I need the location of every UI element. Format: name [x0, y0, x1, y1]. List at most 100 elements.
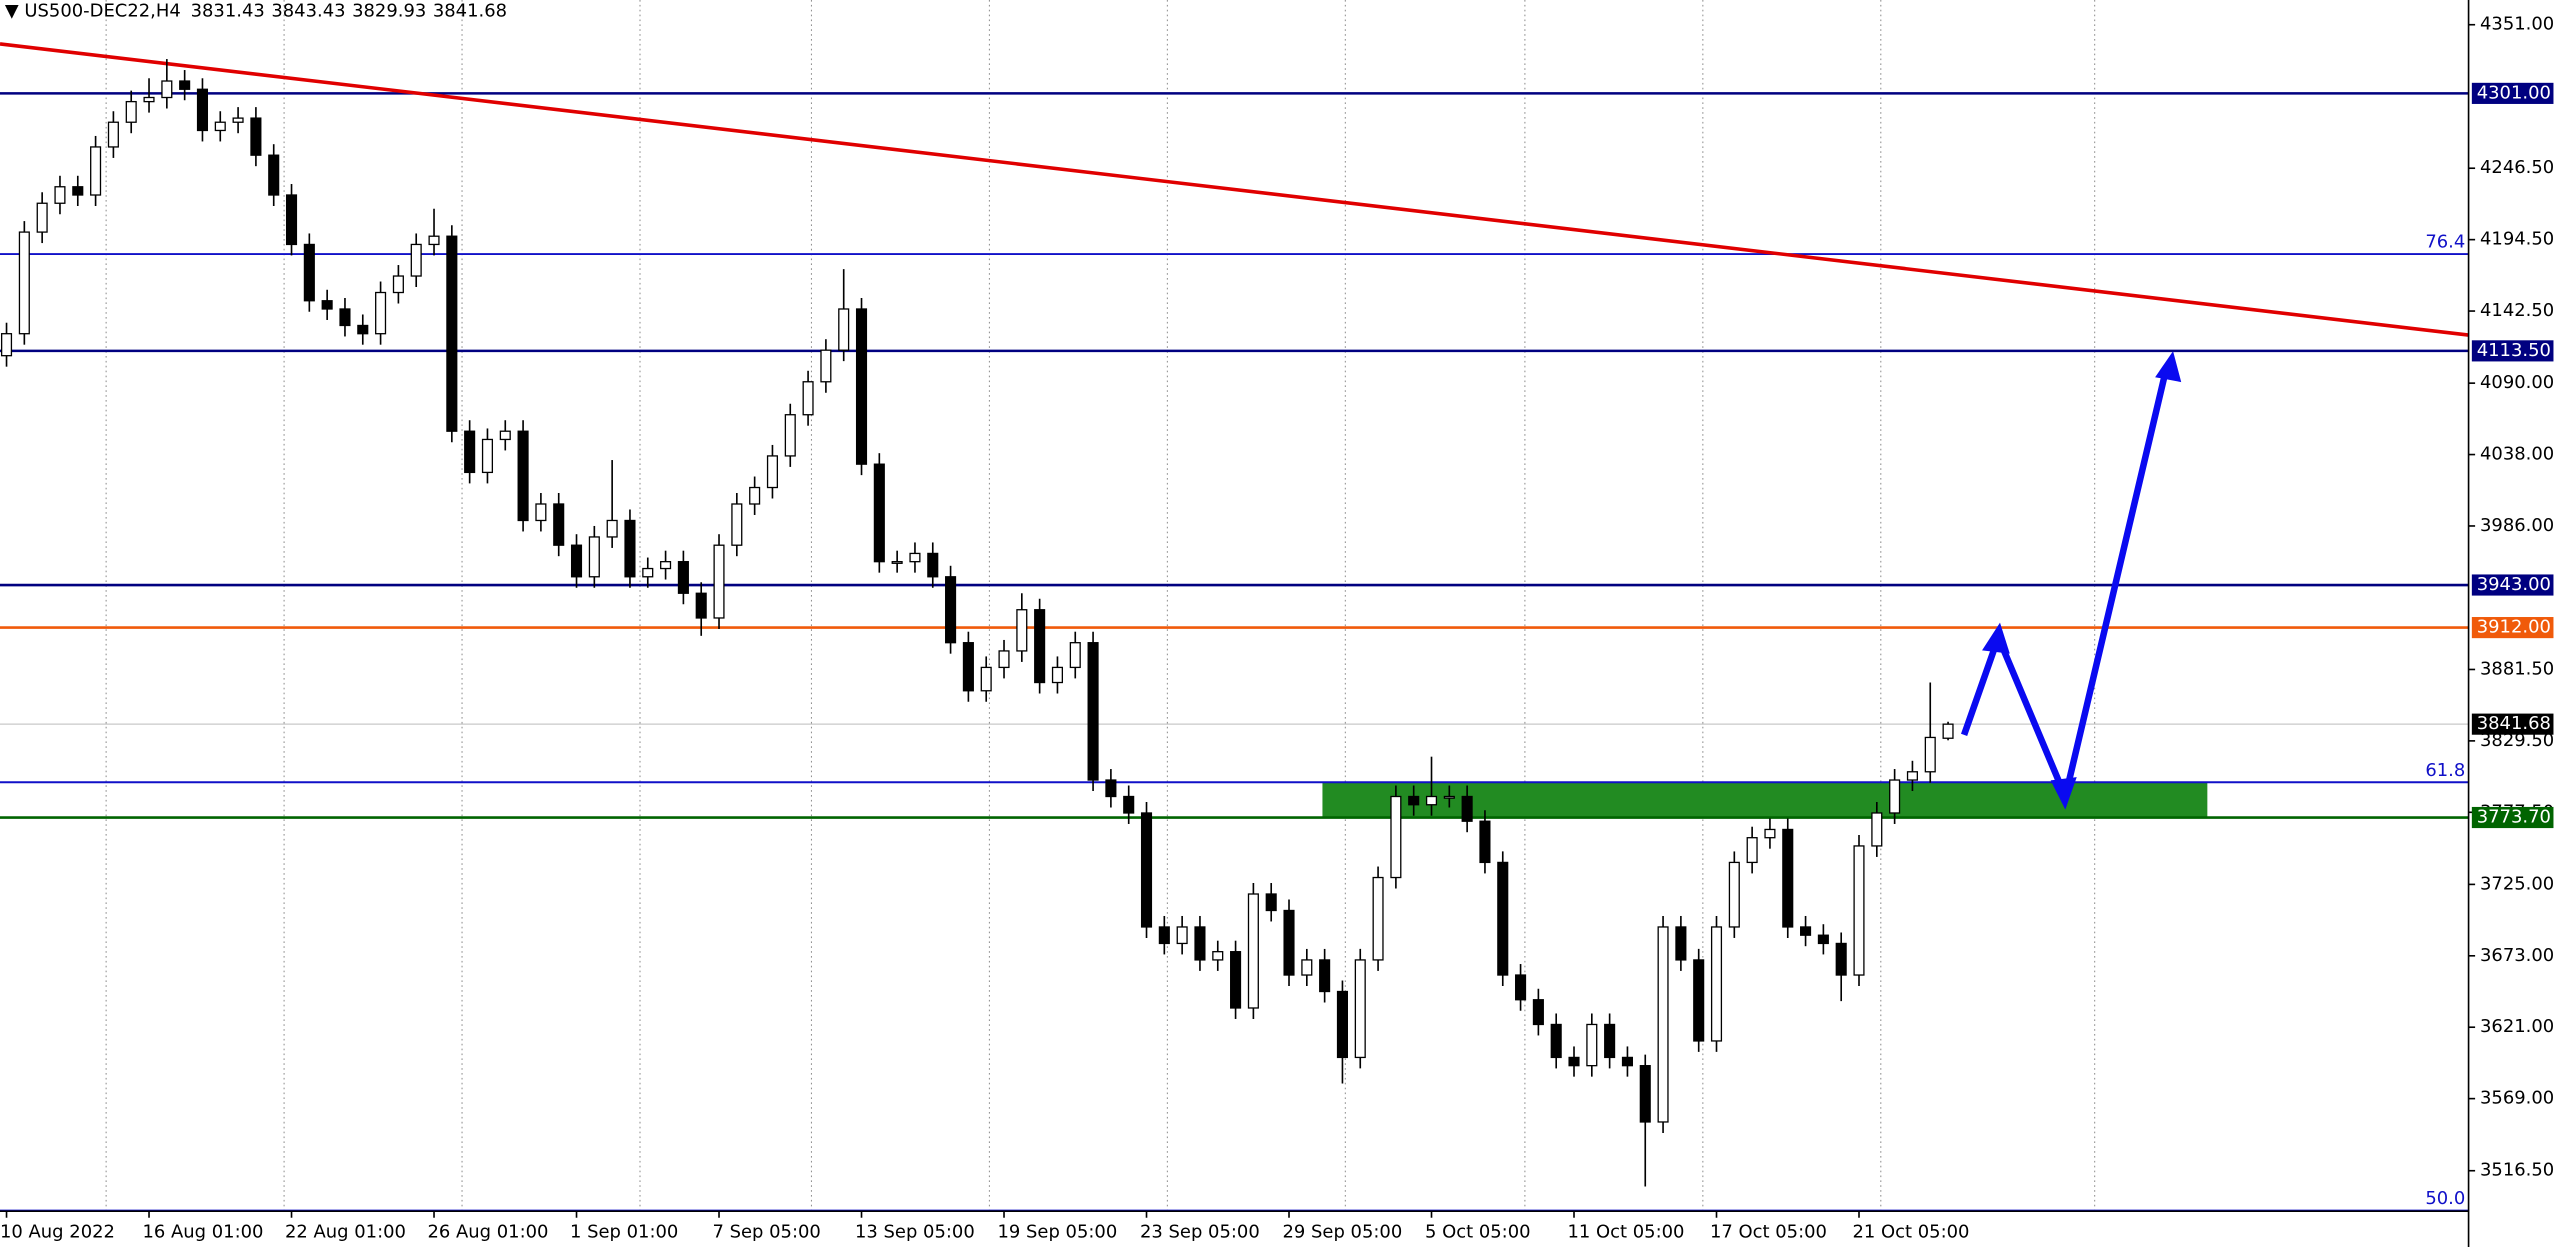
candle-body — [909, 552, 921, 563]
candle-body — [1800, 926, 1812, 936]
candle-body — [54, 186, 66, 204]
y-tick-label: 4090.00 — [2480, 372, 2554, 393]
candle-body — [107, 121, 119, 148]
fib-label: 50.0 — [2425, 1188, 2465, 1209]
level-tag: 4301.00 — [2477, 82, 2551, 103]
candle-body — [945, 576, 957, 644]
candle-body — [446, 235, 458, 432]
candle-body — [1693, 959, 1705, 1042]
candle-body — [1942, 723, 1954, 739]
candle-body — [784, 414, 796, 457]
candle-body — [1764, 828, 1776, 839]
candle-body — [1657, 926, 1669, 1123]
y-tick-label: 4351.00 — [2480, 14, 2554, 35]
candle-body — [428, 235, 440, 246]
level-tag-bg — [2471, 82, 2554, 104]
candle-body — [1621, 1056, 1633, 1067]
candle-body — [179, 80, 191, 90]
vertical-grid — [105, 0, 2096, 1212]
candle-body — [802, 381, 814, 416]
last-low: 3829.93 — [352, 0, 426, 21]
x-tick-label: 16 Aug 01:00 — [142, 1221, 263, 1242]
candle-body — [855, 308, 868, 465]
candle-body — [927, 552, 939, 578]
header: ▼ US500-DEC22,H4 3831.43 3843.43 3829.93 384… — [5, 0, 507, 21]
candle-body — [535, 503, 547, 522]
candle-body — [1853, 845, 1865, 976]
candle-body — [873, 463, 885, 563]
candle-body — [1515, 974, 1527, 1001]
candle-body — [980, 666, 992, 692]
axis-layer: 4351.00 4246.50 4194.50 4142.50 4090.00 4038.… — [0, 14, 2554, 1243]
candle-body — [1319, 959, 1331, 993]
level-tag: 4113.50 — [2477, 340, 2551, 361]
candle-body — [998, 650, 1010, 669]
y-tick-label: 3881.50 — [2480, 658, 2554, 679]
candle-body — [606, 519, 618, 538]
menu-icon: ▼ — [5, 0, 25, 21]
x-tick-label: 1 Sep 01:00 — [570, 1221, 678, 1242]
candle-body — [499, 430, 511, 441]
candle-body — [268, 154, 280, 196]
candle-body — [1675, 926, 1687, 961]
candle-body — [962, 642, 974, 692]
candle-body — [1871, 812, 1883, 847]
candle-body — [232, 117, 244, 123]
candle-body — [375, 291, 387, 335]
candle-body — [660, 561, 672, 570]
y-tick-label: 4246.50 — [2480, 157, 2554, 178]
candle-body — [1212, 951, 1224, 961]
candle-body — [1479, 820, 1491, 864]
candle-body — [1390, 795, 1402, 879]
candle-body — [1283, 909, 1295, 976]
candle-body — [303, 243, 315, 302]
candle-body — [161, 80, 173, 99]
candle-body — [838, 308, 850, 351]
y-tick-label: 4194.50 — [2480, 229, 2554, 250]
candle-body — [695, 592, 707, 619]
level-tag-bg — [2471, 340, 2554, 362]
candle-body — [250, 117, 262, 156]
candle-body — [0, 333, 13, 357]
x-tick-label: 21 Oct 05:00 — [1852, 1221, 1969, 1242]
y-tick-label: 3569.00 — [2480, 1088, 2554, 1109]
candle-body — [1230, 951, 1242, 1009]
candle-body — [464, 430, 476, 474]
symbol: US500-DEC22,H4 — [24, 0, 180, 21]
trendline — [0, 42, 2469, 337]
candle-body — [1710, 926, 1723, 1042]
candle-body — [677, 561, 689, 594]
candle-body — [1817, 934, 1829, 945]
candle-body — [1532, 999, 1544, 1026]
candle-body — [1906, 771, 1918, 781]
candle-body — [891, 561, 903, 564]
candle-body — [1158, 926, 1170, 945]
y-tick-label: 3516.50 — [2480, 1160, 2554, 1181]
fib-label: 61.8 — [2425, 760, 2465, 781]
candle-body — [588, 536, 600, 578]
candle-body — [1746, 837, 1758, 864]
candle-body — [1461, 795, 1473, 822]
candle-body — [749, 486, 761, 505]
candle-body — [1016, 609, 1028, 652]
candle-body — [90, 146, 102, 196]
y-tick-label: 3829.50 — [2480, 730, 2554, 751]
level-tag-bg — [2471, 617, 2554, 639]
candle-body — [481, 438, 494, 474]
candle-body — [1087, 642, 1099, 781]
current-price-tag: 3841.68 — [2477, 713, 2551, 734]
x-tick-label: 19 Sep 05:00 — [997, 1221, 1117, 1242]
candle-body — [36, 202, 48, 233]
x-tick-label: 22 Aug 01:00 — [285, 1221, 406, 1242]
candle-body — [321, 300, 333, 310]
candle-body — [517, 430, 529, 522]
candle-body — [1639, 1065, 1651, 1123]
candle-body — [143, 96, 155, 103]
level-tag: 3943.00 — [2477, 574, 2551, 595]
y-tick-label: 4038.00 — [2480, 444, 2554, 465]
x-tick-label: 29 Sep 05:00 — [1282, 1221, 1402, 1242]
candle-body — [1265, 893, 1277, 912]
candle-body — [357, 324, 369, 335]
last-high: 3843.43 — [271, 0, 345, 21]
